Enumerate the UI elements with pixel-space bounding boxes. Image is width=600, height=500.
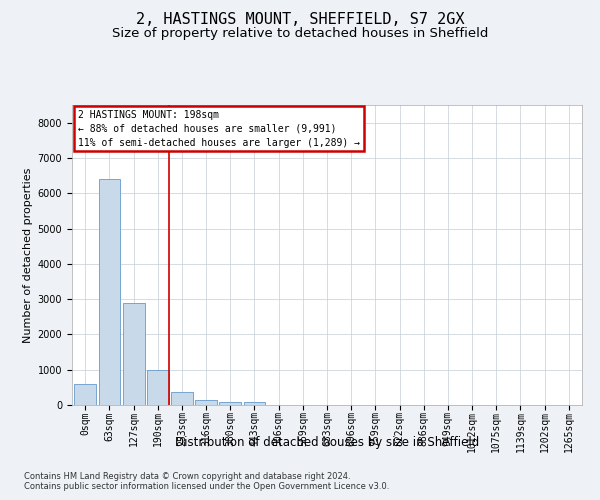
Text: Contains public sector information licensed under the Open Government Licence v3: Contains public sector information licen…: [24, 482, 389, 491]
Bar: [244, 402, 265, 405]
Text: Distribution of detached houses by size in Sheffield: Distribution of detached houses by size …: [175, 436, 479, 449]
Bar: [98, 179, 121, 405]
Text: Size of property relative to detached houses in Sheffield: Size of property relative to detached ho…: [112, 28, 488, 40]
Text: Contains HM Land Registry data © Crown copyright and database right 2024.: Contains HM Land Registry data © Crown c…: [24, 472, 350, 481]
Bar: [171, 392, 193, 405]
Text: 2 HASTINGS MOUNT: 198sqm
← 88% of detached houses are smaller (9,991)
11% of sem: 2 HASTINGS MOUNT: 198sqm ← 88% of detach…: [78, 110, 360, 148]
Bar: [220, 402, 241, 405]
Y-axis label: Number of detached properties: Number of detached properties: [23, 168, 34, 342]
Text: 2, HASTINGS MOUNT, SHEFFIELD, S7 2GX: 2, HASTINGS MOUNT, SHEFFIELD, S7 2GX: [136, 12, 464, 28]
Bar: [74, 384, 96, 405]
Bar: [147, 370, 169, 405]
Bar: [195, 400, 217, 405]
Bar: [123, 302, 145, 405]
